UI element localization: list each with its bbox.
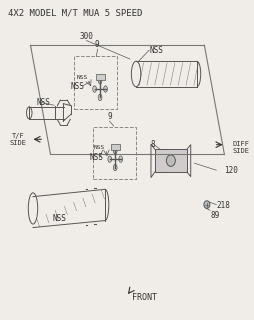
Text: 89: 89 [211,211,220,220]
Bar [96,74,105,80]
Ellipse shape [108,156,112,162]
Ellipse shape [98,94,102,101]
Text: 8: 8 [151,140,156,149]
Ellipse shape [98,77,102,84]
Text: NSS: NSS [37,98,51,107]
Text: NSS: NSS [52,214,66,223]
Text: T/F
SIDE: T/F SIDE [9,133,26,146]
Circle shape [204,201,210,208]
Bar [93,126,136,179]
Bar [155,149,187,172]
Text: NSS: NSS [94,145,105,150]
Ellipse shape [93,86,97,92]
Bar [111,144,120,150]
Ellipse shape [119,156,122,162]
Text: NSS: NSS [149,45,163,55]
Text: NSS: NSS [71,82,85,91]
Ellipse shape [113,164,117,171]
Text: NSS: NSS [76,75,88,80]
Text: 218: 218 [217,201,231,210]
Text: 120: 120 [224,166,238,175]
Text: NSS: NSS [89,153,103,162]
Text: 9: 9 [94,40,99,49]
Ellipse shape [113,148,117,154]
Bar [74,56,117,109]
Text: 300: 300 [80,32,93,41]
Ellipse shape [104,86,107,92]
Text: 4X2 MODEL M/T MUA 5 SPEED: 4X2 MODEL M/T MUA 5 SPEED [8,9,142,18]
Text: DIFF
SIDE: DIFF SIDE [233,141,250,154]
Text: 9: 9 [107,112,112,121]
Circle shape [166,155,175,166]
Text: FRONT: FRONT [132,293,157,302]
